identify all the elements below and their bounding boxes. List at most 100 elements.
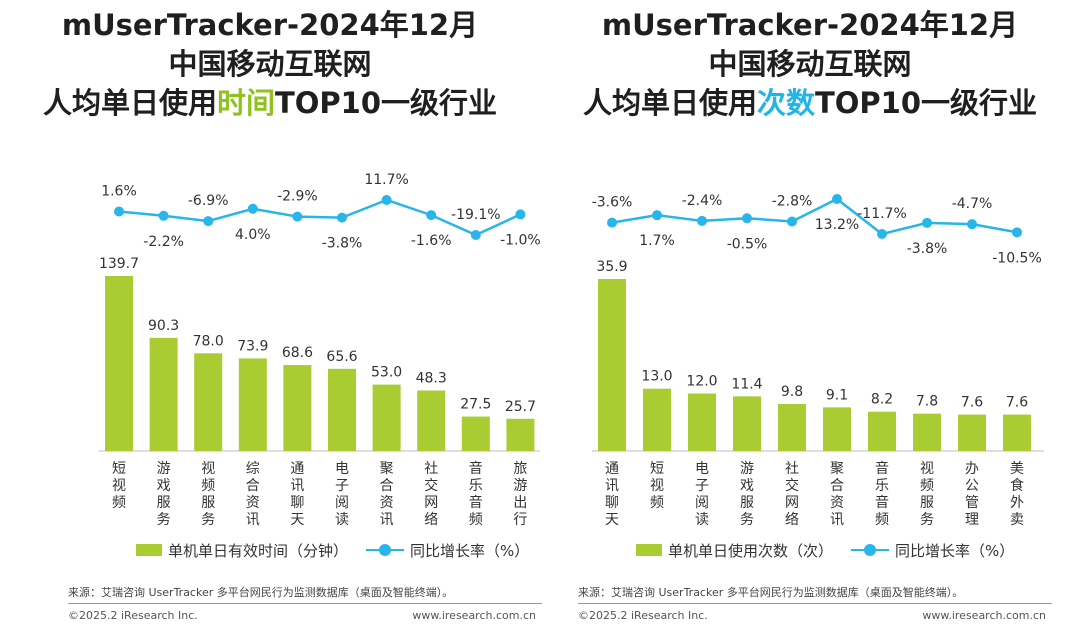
bar-value-label: 35.9 [596, 259, 627, 275]
category-label: 聊 [605, 495, 619, 511]
category-label: 频 [469, 512, 483, 528]
bar-value-label: 9.8 [781, 384, 803, 400]
footer-divider [578, 603, 1052, 604]
growth-label: -6.9% [188, 193, 229, 209]
category-label: 美 [1010, 461, 1024, 477]
category-label: 讯 [830, 512, 844, 528]
category-label: 音 [875, 460, 889, 477]
category-label: 阅 [695, 495, 709, 511]
title-line-3-pre: 人均单日使用 [582, 86, 757, 120]
growth-label: -11.7% [857, 206, 907, 222]
growth-label: 1.7% [639, 233, 675, 249]
bar-value-label: 73.9 [237, 338, 268, 354]
growth-label: 4.0% [235, 227, 271, 243]
growth-label: -2.9% [277, 189, 318, 205]
legend-bar-swatch [136, 544, 162, 556]
category-label: 聚 [830, 461, 844, 477]
bar-value-label: 25.7 [505, 399, 536, 415]
category-label: 乐 [875, 478, 889, 494]
category-label: 服 [201, 495, 215, 511]
category-label: 游 [157, 461, 171, 477]
bar [461, 416, 490, 451]
title-line-3: 人均单日使用次数TOP10一级行业 [540, 84, 1080, 123]
bar-value-label: 9.1 [826, 387, 848, 403]
growth-point [292, 211, 303, 222]
category-label: 视 [650, 478, 664, 494]
growth-point [470, 230, 481, 240]
category-label: 阅 [335, 495, 349, 511]
category-label: 通 [290, 461, 304, 477]
category-label: 服 [157, 495, 171, 511]
category-label: 务 [920, 512, 934, 528]
category-label: 读 [695, 511, 709, 528]
category-label: 理 [965, 512, 979, 528]
website: www.iresearch.com.cn [922, 609, 1046, 622]
growth-point [742, 213, 752, 224]
category-label: 讯 [246, 512, 260, 528]
category-label: 频 [112, 495, 126, 511]
legend-line-swatch [366, 543, 405, 557]
category-label: 出 [513, 495, 527, 511]
category-label: 音 [875, 494, 889, 511]
bar [643, 388, 671, 451]
category-label: 资 [380, 495, 394, 511]
category-label: 讯 [605, 478, 619, 494]
growth-label: 13.2% [815, 217, 859, 233]
time-panel: mUserTracker-2024年12月 中国移动互联网 人均单日使用时间TO… [0, 8, 542, 622]
bar-value-label: 7.8 [916, 394, 938, 410]
title-line-1: mUserTracker-2024年12月 [61, 8, 479, 42]
bar [328, 368, 356, 451]
growth-point [922, 217, 932, 228]
title-line-3: 人均单日使用时间TOP10一级行业 [0, 84, 540, 123]
category-label: 资 [830, 495, 844, 511]
title-line-2: 中国移动互联网 [708, 47, 912, 81]
category-label: 服 [740, 495, 754, 511]
growth-label: -2.8% [772, 193, 813, 209]
bar [823, 407, 851, 451]
category-label: 办 [965, 461, 979, 477]
category-label: 务 [201, 512, 215, 528]
bar [733, 396, 761, 451]
bar-value-label: 7.6 [1006, 395, 1028, 411]
growth-label: -1.0% [500, 232, 540, 248]
growth-point [967, 219, 977, 230]
growth-point [203, 216, 214, 227]
category-label: 讯 [380, 512, 394, 528]
legend-line-label: 同比增长率（%） [410, 541, 530, 560]
growth-point [652, 210, 662, 221]
category-label: 网 [424, 495, 438, 511]
category-label: 游 [740, 461, 754, 477]
bar [688, 393, 716, 451]
bar-value-label: 7.6 [961, 395, 983, 411]
category-label: 视 [201, 461, 215, 477]
category-label: 戏 [157, 478, 171, 494]
chart-legend: 单机单日有效时间（分钟） 同比增长率（%） [136, 538, 529, 562]
growth-label: -1.6% [411, 233, 452, 249]
category-label: 讯 [290, 478, 304, 494]
category-label: 网 [785, 495, 799, 511]
category-label: 社 [424, 461, 438, 477]
growth-line [611, 197, 1018, 236]
growth-point [697, 215, 707, 226]
category-label: 合 [246, 478, 260, 494]
growth-point [515, 209, 526, 220]
bar [105, 276, 133, 451]
chart-title: mUserTracker-2024年12月 中国移动互联网 人均单日使用次数TO… [540, 6, 1080, 123]
title-highlight: 时间 [216, 86, 275, 120]
category-label: 视 [920, 461, 934, 477]
category-label: 务 [740, 512, 754, 528]
category-label: 外 [1010, 495, 1024, 511]
category-label: 读 [335, 511, 349, 528]
growth-label: -2.2% [143, 234, 184, 250]
footer-divider [68, 603, 542, 604]
category-label: 综 [246, 461, 260, 477]
growth-point [337, 212, 347, 223]
category-label: 短 [650, 461, 664, 477]
growth-label: -4.7% [952, 196, 993, 212]
category-label: 食 [1010, 477, 1024, 494]
category-label: 服 [920, 495, 934, 511]
bar-value-label: 13.0 [641, 369, 672, 385]
category-label: 天 [605, 512, 619, 528]
category-label: 短 [112, 461, 126, 477]
bar [958, 414, 986, 451]
